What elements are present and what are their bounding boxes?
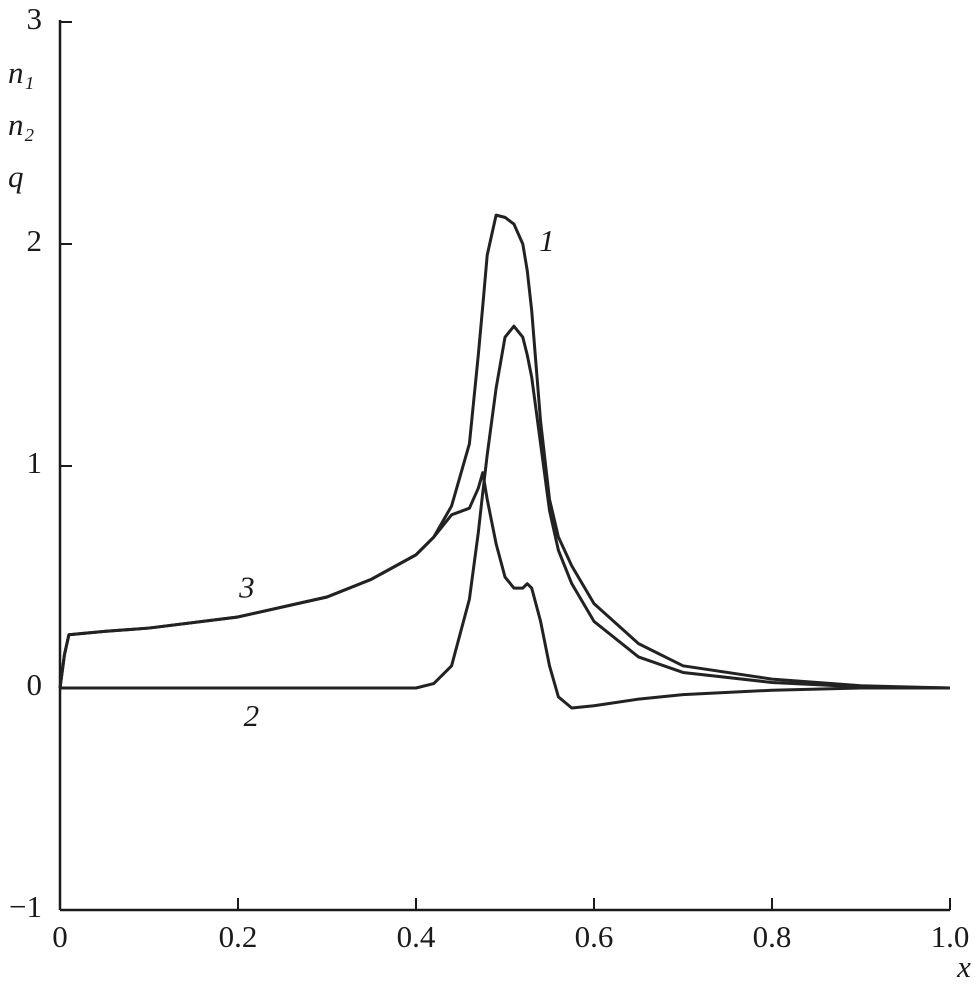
y-tick-label: −1 — [9, 889, 42, 924]
x-tick-label: 0.8 — [753, 919, 792, 954]
series-label: 1 — [539, 223, 555, 258]
y-tick-label: 2 — [27, 223, 43, 258]
y-tick-label: 3 — [27, 1, 43, 36]
y-tick-label: 1 — [27, 445, 43, 480]
x-tick-label: 0 — [52, 919, 68, 954]
y-axis-label: q — [8, 159, 24, 194]
series-line — [60, 324, 951, 690]
series-line — [58, 471, 950, 710]
y-axis-label: n₂ — [8, 107, 35, 142]
x-axis-label: x — [956, 949, 971, 984]
series-label: 2 — [244, 698, 260, 733]
x-tick-label: 0.2 — [219, 919, 258, 954]
series-label: 3 — [238, 569, 255, 604]
series-line — [58, 213, 951, 690]
y-axis-label: n₁ — [8, 55, 34, 90]
x-tick-label: 0.4 — [397, 919, 436, 954]
y-tick-label: 0 — [27, 667, 43, 702]
x-tick-label: 0.6 — [575, 919, 614, 954]
x-tick-label: 1.0 — [931, 919, 970, 954]
